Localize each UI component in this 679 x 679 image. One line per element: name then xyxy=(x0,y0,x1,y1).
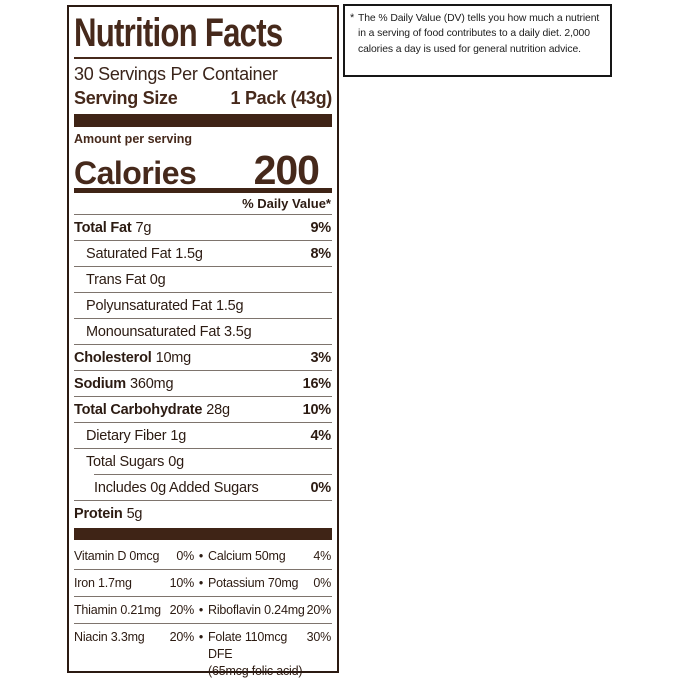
row-protein: Protein 5g xyxy=(74,500,332,526)
row-monounsaturated-fat: Monounsaturated Fat 3.5g xyxy=(74,318,332,344)
bullet-icon: • xyxy=(198,548,204,563)
calories-label: Calories xyxy=(74,155,197,191)
row-cholesterol: Cholesterol 10mg 3% xyxy=(74,344,332,370)
title-divider xyxy=(74,57,332,59)
row-sodium: Sodium 360mg 16% xyxy=(74,370,332,396)
nutrition-facts-label: Nutrition Facts 30 Servings Per Containe… xyxy=(67,5,339,678)
amount-per-serving-label: Amount per serving xyxy=(74,132,193,146)
row-added-sugars: Includes 0g Added Sugars 0% xyxy=(94,474,332,500)
daily-value-footnote: * The % Daily Value (DV) tells you how m… xyxy=(343,4,612,77)
bullet-icon: • xyxy=(198,630,204,644)
row-iron-potassium: Iron 1.7mg 10% • Potassium 70mg 0% xyxy=(74,569,332,596)
row-total-sugars: Total Sugars 0g xyxy=(74,448,332,474)
micronutrient-rows: Vitamin D 0mcg 0% • Calcium 50mg 4% Iron 1… xyxy=(74,542,332,679)
calories-value: 200 xyxy=(253,147,320,193)
section-bar-top xyxy=(74,114,332,127)
serving-size-row: Serving Size 1 Pack (43g) xyxy=(74,86,332,110)
serving-size-label: Serving Size xyxy=(74,88,178,108)
servings-per-container: 30 Servings Per Container xyxy=(74,64,278,84)
row-trans-fat: Trans Fat 0g xyxy=(74,266,332,292)
row-total-fat: Total Fat 7g 9% xyxy=(74,214,332,240)
daily-value-header: % Daily Value* xyxy=(242,196,331,211)
folate-note: (65mcg folic acid) xyxy=(208,664,303,678)
row-thiamin-riboflavin: Thiamin 0.21mg 20% • Riboflavin 0.24mg 20% xyxy=(74,596,332,623)
row-total-carbohydrate: Total Carbohydrate 28g 10% xyxy=(74,396,332,422)
bullet-icon: • xyxy=(198,576,204,590)
nutrient-rows: Total Fat 7g 9% Saturated Fat 1.5g 8% Tran… xyxy=(74,214,332,526)
calories-row: Calories 200 xyxy=(74,147,332,193)
row-vitamin-d-calcium: Vitamin D 0mcg 0% • Calcium 50mg 4% xyxy=(74,548,331,563)
row-dietary-fiber: Dietary Fiber 1g 4% xyxy=(74,422,332,448)
section-bar-bottom xyxy=(74,528,332,540)
row-polyunsaturated-fat: Polyunsaturated Fat 1.5g xyxy=(74,292,332,318)
footnote-text: The % Daily Value (DV) tells you how muc… xyxy=(358,13,600,55)
section-bar-medium xyxy=(74,188,332,193)
bullet-icon: • xyxy=(198,603,204,617)
serving-size-value: 1 Pack (43g) xyxy=(230,88,333,108)
row-niacin-folate: Niacin 3.3mg 20% • Folate 110mcg DFE 30% (… xyxy=(74,623,332,679)
row-saturated-fat: Saturated Fat 1.5g 8% xyxy=(74,240,332,266)
label-title: Nutrition Facts xyxy=(74,11,283,55)
asterisk-symbol: * xyxy=(350,12,355,24)
